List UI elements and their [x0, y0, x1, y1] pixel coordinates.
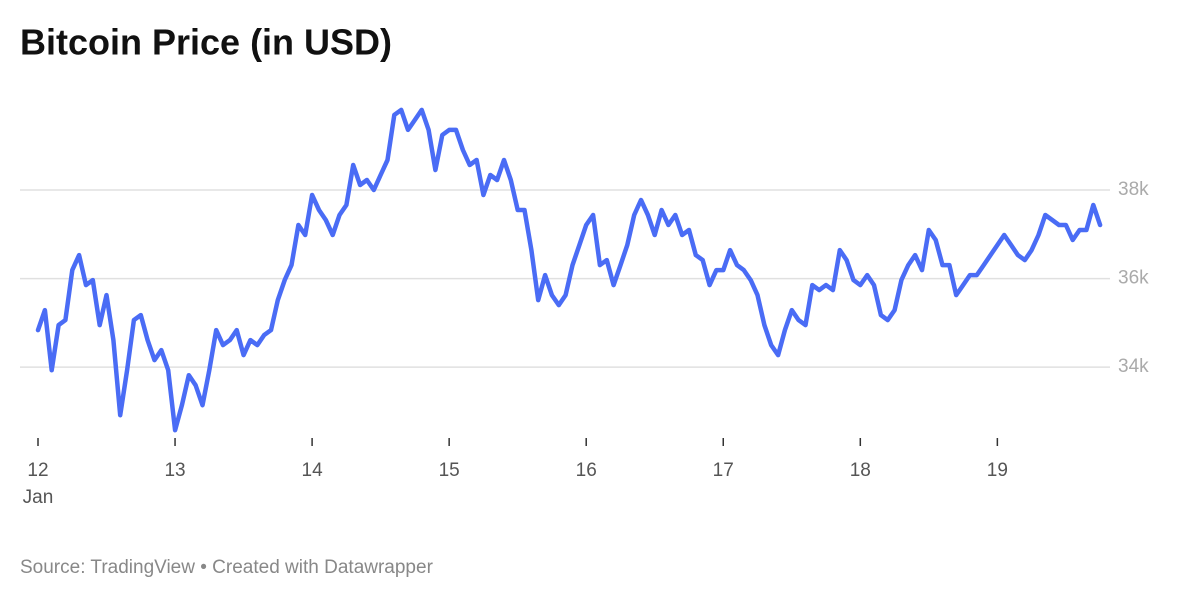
- price-line: [35, 107, 1103, 433]
- x-tick-label: 12: [27, 460, 48, 481]
- x-tick-label: 17: [713, 460, 734, 481]
- y-tick-label: 34k: [1118, 356, 1149, 377]
- y-tick-label: 38k: [1118, 179, 1149, 200]
- source-note: Source: TradingView • Created with Dataw…: [20, 557, 434, 578]
- chart-title: Bitcoin Price (in USD): [20, 22, 392, 63]
- x-tick-label: 13: [164, 460, 185, 481]
- x-tick-label: 14: [302, 460, 324, 481]
- y-tick-label: 36k: [1118, 268, 1149, 289]
- x-tick-sublabel: Jan: [23, 487, 54, 508]
- x-tick-label: 18: [850, 460, 871, 481]
- x-tick-label: 19: [987, 460, 1008, 481]
- x-tick-label: 15: [439, 460, 460, 481]
- x-tick-label: 16: [576, 460, 597, 481]
